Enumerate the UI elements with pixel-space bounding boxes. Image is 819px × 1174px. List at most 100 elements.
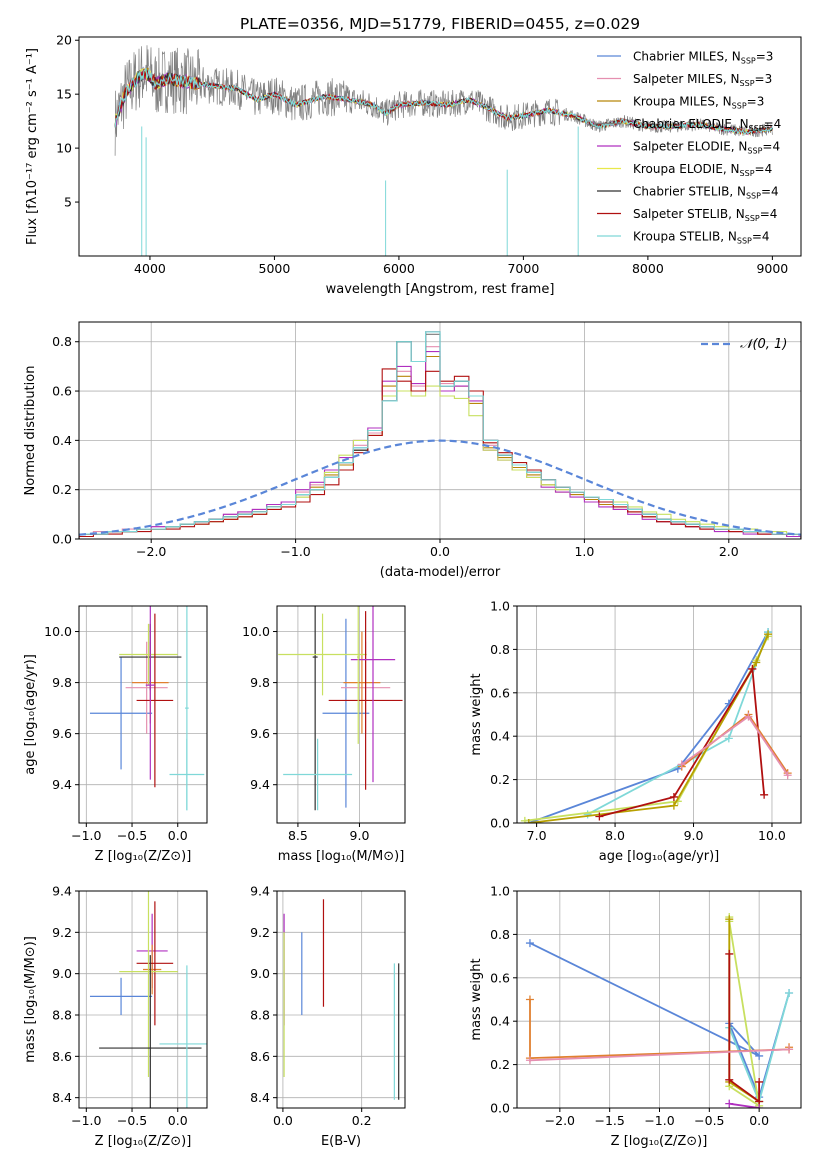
y-tick-label: 9.6 — [250, 726, 270, 741]
weight-marker — [755, 1051, 764, 1060]
y-tick-label: 10 — [56, 141, 72, 156]
legend-label: 𝒩(0, 1) — [740, 337, 787, 352]
plot-area-age-vs-mass — [278, 606, 403, 811]
x-tick-label: 10.0 — [758, 828, 786, 843]
y-tick-label: 0.4 — [490, 729, 510, 744]
legend-label: Kroupa ELODIE, NSSP=4 — [633, 162, 772, 178]
axes-frame — [78, 605, 208, 824]
y-tick-label: 0.2 — [52, 482, 72, 497]
x-axis-label: wavelength [Angstrom, rest frame] — [326, 282, 555, 297]
y-tick-label: 8.8 — [250, 1008, 270, 1023]
x-tick-label: 1.0 — [574, 544, 594, 559]
plot-area-weight-vs-age — [520, 628, 792, 823]
weight-marker — [748, 664, 757, 673]
figure-title: PLATE=0356, MJD=51779, FIBERID=0455, z=0… — [240, 15, 640, 33]
x-tick-label: 0.0 — [749, 1113, 769, 1128]
y-tick-label: 10.0 — [242, 624, 270, 639]
weight-marker — [764, 630, 773, 639]
weight-marker — [752, 658, 761, 667]
x-tick-label: 2.0 — [719, 544, 739, 559]
weight-marker — [755, 1104, 764, 1108]
y-axis-label: Normed distribution — [23, 366, 38, 496]
y-tick-label: 8.4 — [52, 1090, 72, 1105]
plot-area-mass-vs-EBV — [283, 899, 400, 1100]
x-axis-label: Z [log₁₀(Z/Z⊙)] — [611, 1134, 708, 1149]
legend-label: Salpeter ELODIE, NSSP=4 — [633, 140, 780, 156]
x-axis-label: Z [log₁₀(Z/Z⊙)] — [95, 1134, 192, 1149]
weight-marker — [785, 1045, 794, 1054]
x-tick-label: 8.5 — [288, 828, 308, 843]
weight-line — [728, 917, 761, 1108]
x-tick-label: −2.0 — [136, 544, 166, 559]
x-tick-label: 8.0 — [605, 828, 625, 843]
panel-weight-vs-age: 7.0 8.0 9.0 10.0 0.0 0.2 0.4 0.6 0.8 1.0 age [log₁… — [469, 599, 802, 864]
x-tick-label: −0.5 — [694, 1113, 724, 1128]
spectrum-data-line — [114, 45, 773, 156]
y-axis-label: mass weight — [469, 958, 484, 1040]
x-axis-label: age [log₁₀(age/yr)] — [599, 849, 720, 864]
y-tick-label: 9.8 — [52, 675, 72, 690]
weight-marker — [525, 1056, 534, 1065]
normal-curve — [79, 439, 801, 536]
y-tick-label: 1.0 — [490, 884, 510, 899]
weight-marker — [520, 816, 529, 823]
x-tick-label: 4000 — [134, 261, 166, 276]
weight-marker — [724, 734, 733, 743]
y-tick-label: 8.8 — [52, 1008, 72, 1023]
weight-marker — [783, 771, 792, 780]
weight-marker — [669, 792, 678, 801]
weight-marker — [583, 810, 592, 819]
x-tick-label: −1.5 — [594, 1113, 624, 1128]
y-tick-label: 10.0 — [44, 624, 72, 639]
x-tick-label: 8000 — [632, 261, 664, 276]
axes-frame — [276, 890, 406, 1109]
y-tick-label: 9.4 — [52, 777, 72, 792]
x-tick-label: 7.0 — [527, 828, 547, 843]
x-tick-label: 9000 — [756, 261, 788, 276]
weight-marker — [669, 801, 678, 810]
panel-age-vs-Z: −1.0 −0.5 0.0 9.4 9.6 9.8 10.0 Z [log₁₀(Z/Z⊙)] a… — [23, 605, 208, 864]
panel-age-vs-mass: 8.5 9.0 9.4 9.6 9.8 10.0 mass [log₁₀(M/M⊙)] — [242, 605, 406, 864]
weight-marker — [524, 819, 533, 823]
weight-marker — [595, 812, 604, 821]
y-tick-label: 0.0 — [490, 1101, 510, 1116]
y-tick-label: 8.6 — [52, 1049, 72, 1064]
y-tick-label: 9.0 — [52, 966, 72, 981]
y-tick-label: 5 — [64, 195, 72, 210]
legend-label: Chabrier MILES, NSSP=3 — [633, 50, 773, 66]
x-tick-label: 9.0 — [684, 828, 704, 843]
panel-residuals: −2.0 −1.0 0.0 1.0 2.0 0.0 0.2 0.4 0.6 0.8 (data-mo… — [23, 321, 802, 580]
y-axis-label: mass weight — [469, 673, 484, 755]
weight-line — [729, 1102, 760, 1108]
axes-frame — [78, 321, 802, 540]
y-tick-label: 0.2 — [490, 1057, 510, 1072]
y-tick-label: 8.6 — [250, 1049, 270, 1064]
x-tick-label: −1.0 — [71, 1113, 101, 1128]
legend-label: Kroupa MILES, NSSP=3 — [633, 95, 764, 111]
y-tick-label: 9.2 — [52, 925, 72, 940]
plot-area-spectrum — [114, 45, 773, 256]
x-tick-label: −0.5 — [117, 1113, 147, 1128]
weight-line — [528, 631, 769, 823]
panel-spectrum: 4000 5000 6000 7000 8000 9000 5 10 15 20 wavelengt… — [25, 33, 802, 297]
weight-marker — [525, 995, 534, 1004]
weight-line — [528, 633, 769, 823]
y-tick-label: 0.4 — [490, 1014, 510, 1029]
x-tick-label: −2.0 — [545, 1113, 575, 1128]
y-tick-label: 9.6 — [52, 726, 72, 741]
y-tick-label: 9.4 — [250, 884, 270, 899]
x-tick-label: 6000 — [383, 261, 415, 276]
axes-frame — [78, 36, 802, 257]
weight-marker — [755, 1077, 764, 1086]
weight-marker — [725, 1099, 734, 1108]
panel-weight-vs-Z: −2.0 −1.5 −1.0 −0.5 0.0 0.0 0.2 0.4 0.6 0.8 1.0 Z [… — [469, 884, 802, 1149]
x-tick-label: −1.0 — [280, 544, 310, 559]
y-tick-label: 1.0 — [490, 599, 510, 614]
y-tick-label: 0.0 — [490, 816, 510, 831]
x-axis-label: mass [log₁₀(M/M⊙)] — [278, 849, 405, 864]
y-axis-label: mass [log₁₀(M/M⊙)] — [23, 936, 38, 1063]
x-tick-label: 0.0 — [430, 544, 450, 559]
x-tick-label: 5000 — [259, 261, 291, 276]
x-tick-label: 7000 — [507, 261, 539, 276]
